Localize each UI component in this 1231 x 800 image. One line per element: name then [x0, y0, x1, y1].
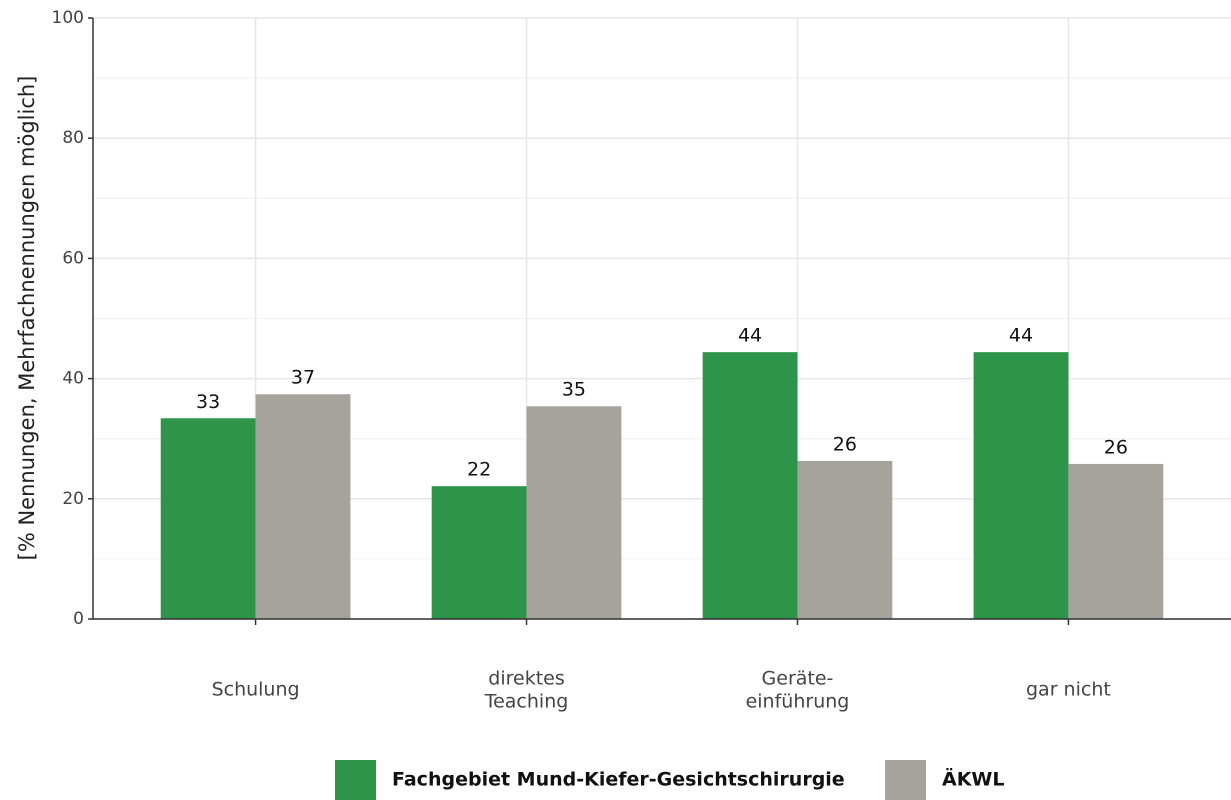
legend-swatch — [335, 760, 376, 800]
y-tick-label: 100 — [52, 8, 84, 28]
y-axis-label: [% Nennungen, Mehrfachnennungen möglich] — [15, 76, 39, 561]
bar — [526, 406, 622, 619]
value-label: 22 — [467, 459, 491, 481]
bar — [797, 460, 893, 619]
legend-label: ÄKWL — [942, 767, 1005, 791]
y-tick-label: 0 — [73, 609, 84, 629]
bar — [1068, 463, 1164, 619]
y-tick-label: 40 — [62, 369, 84, 389]
x-tick-label: Geräte-einführung — [746, 667, 850, 712]
value-label: 26 — [1104, 436, 1128, 458]
value-label: 44 — [1009, 325, 1033, 347]
bar — [431, 486, 527, 619]
value-label: 26 — [833, 433, 857, 455]
value-label: 35 — [562, 379, 586, 401]
y-tick-label: 20 — [62, 489, 84, 509]
x-tick-label: direktes Teaching — [484, 667, 569, 712]
legend-label: Fachgebiet Mund-Kiefer-Gesichtschirurgie — [392, 769, 845, 791]
x-tick-label: Schulung — [212, 679, 300, 701]
legend-swatch — [885, 760, 926, 800]
bar — [160, 418, 256, 619]
bar — [255, 394, 351, 619]
y-tick-label: 60 — [62, 248, 84, 268]
bar — [702, 352, 798, 619]
value-label: 33 — [196, 391, 220, 413]
bar — [973, 352, 1069, 619]
value-label: 37 — [291, 367, 315, 389]
value-label: 44 — [738, 325, 762, 347]
y-tick-label: 80 — [62, 128, 84, 148]
x-tick-label: gar nicht — [1026, 679, 1111, 701]
